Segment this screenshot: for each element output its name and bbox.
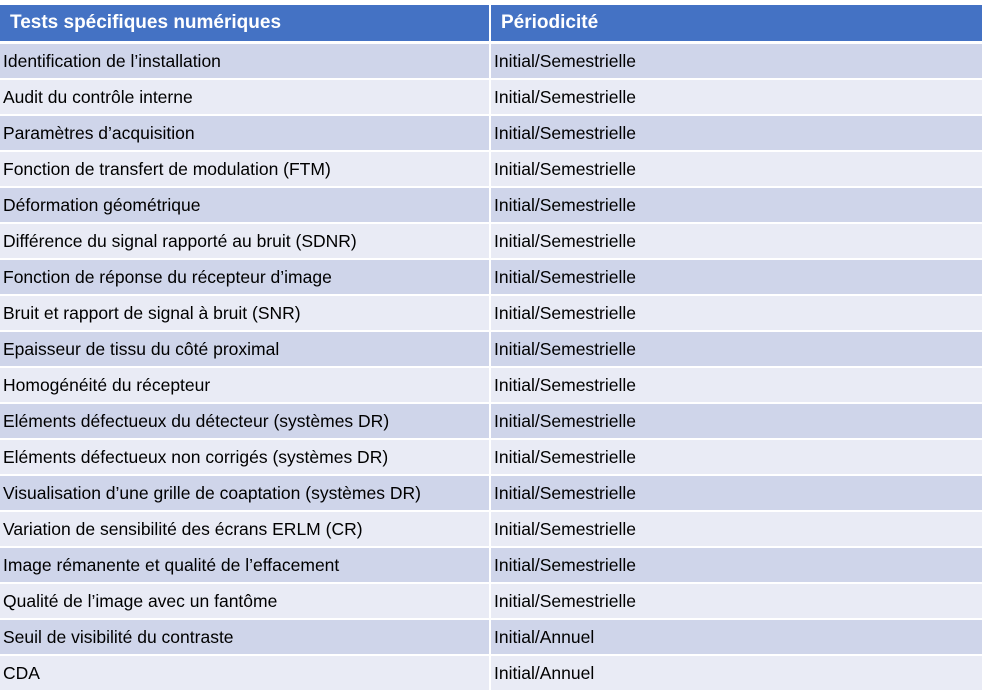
- table-row: Fonction de transfert de modulation (FTM…: [0, 150, 982, 187]
- test-name-cell: Qualité de l’image avec un fantôme: [0, 582, 491, 619]
- table-row: Qualité de l’image avec un fantôme Initia…: [0, 582, 982, 619]
- periodicite-cell: Initial/Semestrielle: [490, 474, 982, 511]
- table-row: CDA Initial/Annuel: [0, 654, 982, 690]
- table-row: Homogénéité du récepteur Initial/Semestri…: [0, 366, 982, 403]
- table-row: Paramètres d’acquisition Initial/Semestri…: [0, 114, 982, 151]
- test-name-cell: Seuil de visibilité du contraste: [0, 618, 491, 655]
- test-name-cell: Variation de sensibilité des écrans ERLM…: [0, 510, 491, 547]
- tests-table: Tests spécifiques numériques Périodicité…: [0, 5, 982, 690]
- periodicite-cell: Initial/Semestrielle: [490, 438, 982, 475]
- column-header-tests: Tests spécifiques numériques: [0, 5, 491, 44]
- column-header-periodicite: Périodicité: [490, 5, 982, 44]
- test-name-cell: Image rémanente et qualité de l’effaceme…: [0, 546, 491, 583]
- test-name-cell: Fonction de réponse du récepteur d’image: [0, 258, 491, 295]
- periodicite-cell: Initial/Semestrielle: [490, 582, 982, 619]
- table-header-row: Tests spécifiques numériques Périodicité: [0, 5, 982, 44]
- table-row: Bruit et rapport de signal à bruit (SNR)…: [0, 294, 982, 331]
- table-row: Epaisseur de tissu du côté proximal Initi…: [0, 330, 982, 367]
- periodicite-cell: Initial/Annuel: [490, 654, 982, 690]
- table-body: Identification de l’installation Initial/…: [0, 41, 982, 690]
- table-row: Variation de sensibilité des écrans ERLM…: [0, 510, 982, 547]
- test-name-cell: Eléments défectueux non corrigés (systèm…: [0, 438, 491, 475]
- test-name-cell: Différence du signal rapporté au bruit (…: [0, 222, 491, 259]
- table-row: Fonction de réponse du récepteur d’image…: [0, 258, 982, 295]
- periodicite-cell: Initial/Semestrielle: [490, 150, 982, 187]
- test-name-cell: Bruit et rapport de signal à bruit (SNR): [0, 294, 491, 331]
- tests-table-container: Tests spécifiques numériques Périodicité…: [0, 5, 982, 690]
- table-row: Seuil de visibilité du contraste Initial/…: [0, 618, 982, 655]
- table-row: Eléments défectueux du détecteur (systèm…: [0, 402, 982, 439]
- periodicite-cell: Initial/Annuel: [490, 618, 982, 655]
- table-row: Image rémanente et qualité de l’effaceme…: [0, 546, 982, 583]
- test-name-cell: Epaisseur de tissu du côté proximal: [0, 330, 491, 367]
- table-row: Déformation géométrique Initial/Semestrie…: [0, 186, 982, 223]
- test-name-cell: Identification de l’installation: [0, 41, 491, 79]
- table-row: Identification de l’installation Initial/…: [0, 41, 982, 79]
- periodicite-cell: Initial/Semestrielle: [490, 330, 982, 367]
- test-name-cell: Paramètres d’acquisition: [0, 114, 491, 151]
- test-name-cell: Visualisation d’une grille de coaptation…: [0, 474, 491, 511]
- periodicite-cell: Initial/Semestrielle: [490, 78, 982, 115]
- periodicite-cell: Initial/Semestrielle: [490, 258, 982, 295]
- periodicite-cell: Initial/Semestrielle: [490, 510, 982, 547]
- periodicite-cell: Initial/Semestrielle: [490, 546, 982, 583]
- periodicite-cell: Initial/Semestrielle: [490, 294, 982, 331]
- table-row: Eléments défectueux non corrigés (systèm…: [0, 438, 982, 475]
- periodicite-cell: Initial/Semestrielle: [490, 186, 982, 223]
- table-row: Visualisation d’une grille de coaptation…: [0, 474, 982, 511]
- table-row: Audit du contrôle interne Initial/Semestr…: [0, 78, 982, 115]
- table-row: Différence du signal rapporté au bruit (…: [0, 222, 982, 259]
- test-name-cell: Audit du contrôle interne: [0, 78, 491, 115]
- test-name-cell: CDA: [0, 654, 491, 690]
- periodicite-cell: Initial/Semestrielle: [490, 41, 982, 79]
- periodicite-cell: Initial/Semestrielle: [490, 222, 982, 259]
- periodicite-cell: Initial/Semestrielle: [490, 114, 982, 151]
- test-name-cell: Déformation géométrique: [0, 186, 491, 223]
- periodicite-cell: Initial/Semestrielle: [490, 402, 982, 439]
- test-name-cell: Eléments défectueux du détecteur (systèm…: [0, 402, 491, 439]
- test-name-cell: Homogénéité du récepteur: [0, 366, 491, 403]
- test-name-cell: Fonction de transfert de modulation (FTM…: [0, 150, 491, 187]
- periodicite-cell: Initial/Semestrielle: [490, 366, 982, 403]
